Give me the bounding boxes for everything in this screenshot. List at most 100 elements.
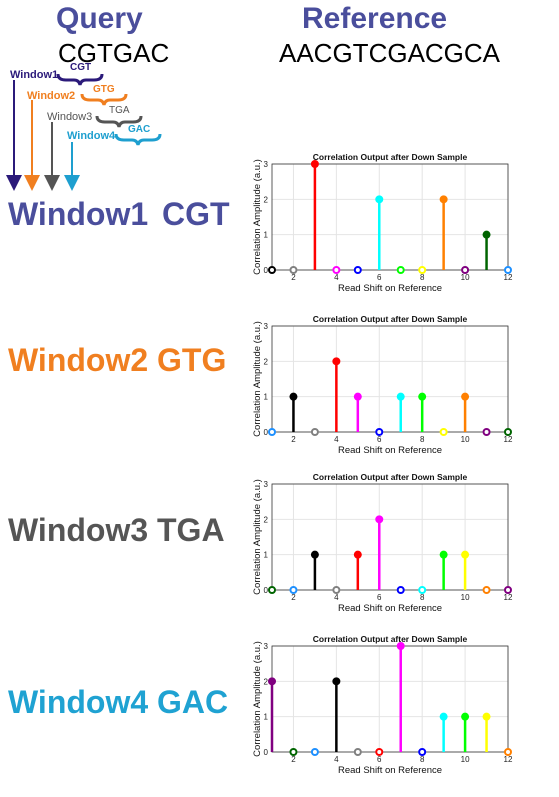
y-tick-label: 0	[264, 586, 269, 595]
stem-marker	[289, 748, 298, 756]
stem-marker	[504, 266, 512, 274]
stem-marker	[353, 550, 362, 559]
x-tick-label: 10	[461, 435, 470, 444]
stem-marker	[289, 586, 298, 594]
plot-area	[272, 484, 508, 590]
x-tick-label: 6	[377, 755, 382, 764]
axes-box	[271, 163, 509, 271]
diagram-window2-kmer: GTG	[93, 84, 115, 95]
query-title: Query	[56, 2, 143, 35]
x-tick-label: 2	[291, 273, 296, 282]
y-axis-label: Correlation Amplitude (a.u.)	[252, 159, 263, 275]
stem-marker	[439, 428, 448, 436]
window-arrows-diagram	[6, 73, 162, 191]
reference-title: Reference	[302, 2, 448, 35]
stem-marker	[289, 266, 298, 274]
stem-marker	[375, 428, 384, 436]
plot-area	[272, 326, 508, 432]
stem-marker	[461, 266, 470, 274]
stem-marker	[268, 586, 276, 594]
x-tick-label: 12	[504, 593, 513, 602]
row3-window-label: Window3	[8, 512, 149, 548]
stem-marker	[396, 266, 405, 274]
x-axis-label: Read Shift on Reference	[338, 445, 442, 456]
y-tick-label: 0	[264, 748, 269, 757]
stem-marker	[332, 266, 341, 274]
x-tick-label: 10	[461, 755, 470, 764]
y-axis-label: Correlation Amplitude (a.u.)	[252, 321, 263, 437]
stem-marker	[418, 266, 427, 274]
y-tick-label: 1	[264, 393, 269, 402]
y-tick-label: 0	[264, 266, 269, 275]
x-tick-label: 10	[461, 593, 470, 602]
stem-marker	[482, 428, 491, 436]
y-tick-label: 3	[264, 322, 269, 331]
x-tick-label: 4	[334, 273, 339, 282]
row3-kmer-label: TGA	[157, 512, 225, 548]
stem-marker	[310, 160, 319, 168]
stem-marker	[353, 266, 362, 274]
y-tick-label: 1	[264, 713, 269, 722]
stem-marker	[396, 642, 405, 650]
stem-marker	[396, 586, 405, 594]
stem-marker	[289, 392, 298, 401]
stem-marker	[504, 586, 512, 594]
row1-kmer-label: CGT	[162, 196, 230, 232]
x-tick-label: 6	[377, 273, 382, 282]
diagram-window4-kmer: GAC	[128, 124, 151, 135]
plot-area	[272, 646, 508, 752]
chart-title: Correlation Output after Down Sample	[313, 314, 468, 324]
stem-marker	[482, 712, 491, 721]
x-tick-label: 4	[334, 755, 339, 764]
y-tick-label: 2	[264, 515, 269, 524]
stem-marker	[439, 712, 448, 721]
window4-brace	[114, 133, 162, 146]
diagram-window1-kmer: CGT	[70, 62, 92, 73]
x-tick-label: 8	[420, 273, 425, 282]
window3-brace	[95, 115, 143, 128]
chart-title: Correlation Output after Down Sample	[313, 472, 468, 482]
stem-marker	[310, 550, 319, 559]
x-tick-label: 12	[504, 755, 513, 764]
row1-window-label: Window1	[8, 196, 149, 232]
stem-marker	[439, 195, 448, 204]
axes-box	[271, 325, 509, 433]
stem-marker	[461, 550, 470, 559]
x-tick-label: 6	[377, 593, 382, 602]
stem-marker	[375, 515, 384, 524]
x-tick-label: 2	[291, 435, 296, 444]
row2-kmer-label: GTG	[157, 342, 227, 378]
x-tick-label: 6	[377, 435, 382, 444]
stem-marker	[353, 392, 362, 401]
stem-marker	[504, 748, 512, 756]
x-tick-label: 8	[420, 435, 425, 444]
window1-brace	[56, 73, 104, 86]
stem-marker	[268, 677, 276, 686]
x-tick-label: 4	[334, 593, 339, 602]
y-tick-label: 1	[264, 551, 269, 560]
plot-area	[272, 164, 508, 270]
stem-marker	[418, 586, 427, 594]
stem-marker	[332, 357, 341, 366]
stem-marker	[461, 392, 470, 401]
stem-marker	[353, 748, 362, 756]
x-tick-label: 2	[291, 755, 296, 764]
x-tick-label: 12	[504, 435, 513, 444]
axes-box	[271, 483, 509, 591]
diagram-window4-label: Window4	[67, 130, 116, 142]
stem-marker	[418, 748, 427, 756]
stem-marker	[332, 677, 341, 686]
stem-marker	[310, 428, 319, 436]
y-axis-label: Correlation Amplitude (a.u.)	[252, 479, 263, 595]
stem-marker	[268, 428, 276, 436]
row2-window-label: Window2	[8, 342, 149, 378]
y-tick-label: 2	[264, 195, 269, 204]
y-tick-label: 3	[264, 480, 269, 489]
stem-marker	[482, 230, 491, 239]
stem-marker	[504, 428, 512, 436]
stem-marker	[482, 586, 491, 594]
x-tick-label: 12	[504, 273, 513, 282]
